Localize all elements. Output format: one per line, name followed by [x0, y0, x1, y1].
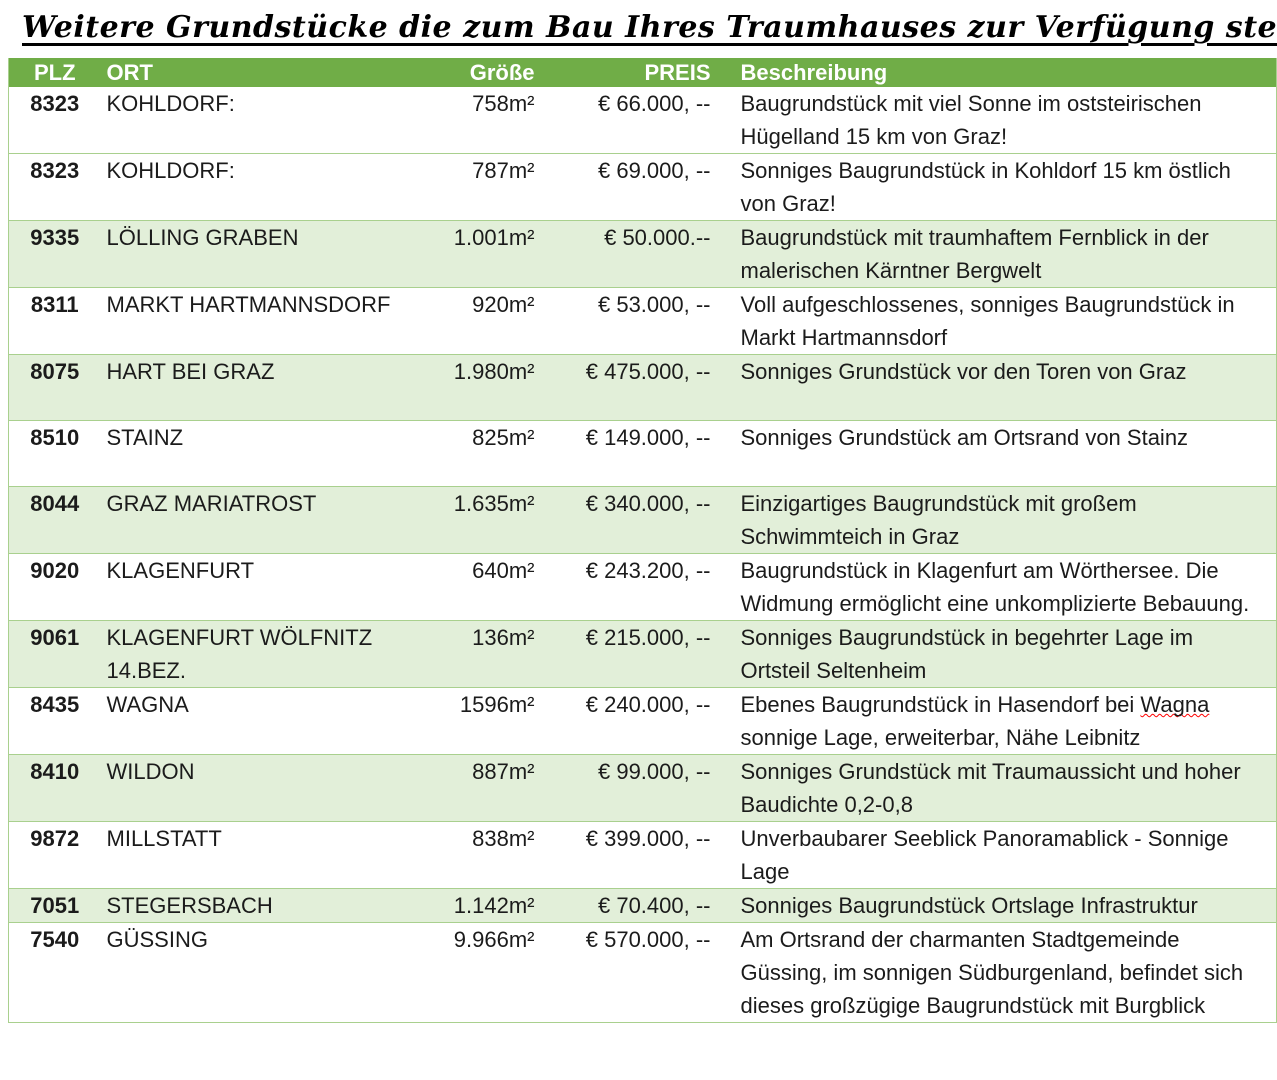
cell-beschreibung: Baugrundstück mit traumhaftem Fernblick … — [722, 220, 1277, 288]
cell-preis: € 69.000, -- — [540, 153, 723, 221]
cell-ort: KOHLDORF: — [100, 87, 419, 154]
spellcheck-underlined-word: Wagna — [1140, 692, 1210, 717]
table-row: 8323 KOHLDORF: 787m² € 69.000, -- Sonnig… — [8, 153, 1277, 221]
cell-plz: 9061 — [8, 620, 101, 688]
cell-groesse: 920m² — [418, 287, 541, 355]
table-row: 8323 KOHLDORF: 758m² € 66.000, -- Baugru… — [8, 87, 1277, 154]
cell-groesse: 825m² — [418, 420, 541, 487]
cell-plz: 9872 — [8, 821, 101, 889]
cell-beschreibung: Voll aufgeschlossenes, sonniges Baugrund… — [722, 287, 1277, 355]
cell-beschreibung: Sonniges Grundstück vor den Toren von Gr… — [722, 354, 1277, 421]
table-row: 8510 STAINZ 825m² € 149.000, -- Sonniges… — [8, 420, 1277, 487]
table-row: 9872 MILLSTATT 838m² € 399.000, -- Unver… — [8, 821, 1277, 889]
cell-beschreibung: Sonniges Baugrundstück Ortslage Infrastr… — [722, 888, 1277, 923]
table-row: 7540 GÜSSING 9.966m² € 570.000, -- Am Or… — [8, 922, 1277, 1023]
cell-groesse: 1.142m² — [418, 888, 541, 923]
cell-beschreibung: Sonniges Baugrundstück in begehrter Lage… — [722, 620, 1277, 688]
table-row: 8044 GRAZ MARIATROST 1.635m² € 340.000, … — [8, 486, 1277, 554]
cell-plz: 9020 — [8, 553, 101, 621]
listings-table: PLZ ORT Größe PREIS Beschreibung 8323 KO… — [8, 58, 1277, 1023]
cell-beschreibung: Am Ortsrand der charmanten Stadtgemeinde… — [722, 922, 1277, 1023]
cell-preis: € 99.000, -- — [540, 754, 723, 822]
cell-plz: 8075 — [8, 354, 101, 421]
cell-plz: 8044 — [8, 486, 101, 554]
page: Weitere Grundstücke die zum Bau Ihres Tr… — [8, 10, 1277, 1023]
cell-preis: € 53.000, -- — [540, 287, 723, 355]
cell-ort: STAINZ — [100, 420, 419, 487]
cell-groesse: 887m² — [418, 754, 541, 822]
cell-preis: € 149.000, -- — [540, 420, 723, 487]
cell-beschreibung: Sonniges Grundstück am Ortsrand von Stai… — [722, 420, 1277, 487]
cell-groesse: 1.001m² — [418, 220, 541, 288]
cell-beschreibung: Ebenes Baugrundstück in Hasendorf bei Wa… — [722, 687, 1277, 755]
cell-preis: € 340.000, -- — [540, 486, 723, 554]
cell-groesse: 787m² — [418, 153, 541, 221]
cell-ort: HART BEI GRAZ — [100, 354, 419, 421]
cell-plz: 7540 — [8, 922, 101, 1023]
header-cell-plz: PLZ — [8, 58, 101, 87]
cell-plz: 8323 — [8, 153, 101, 221]
page-title: Weitere Grundstücke die zum Bau Ihres Tr… — [22, 10, 1277, 45]
cell-plz: 8311 — [8, 287, 101, 355]
cell-ort: STEGERSBACH — [100, 888, 419, 923]
cell-beschreibung: Sonniges Baugrundstück in Kohldorf 15 km… — [722, 153, 1277, 221]
cell-preis: € 570.000, -- — [540, 922, 723, 1023]
header-row: PLZ ORT Größe PREIS Beschreibung — [8, 58, 1277, 87]
table-row: 8311 MARKT HARTMANNSDORF 920m² € 53.000,… — [8, 287, 1277, 355]
cell-ort: KLAGENFURT — [100, 553, 419, 621]
cell-groesse: 9.966m² — [418, 922, 541, 1023]
cell-groesse: 758m² — [418, 87, 541, 154]
cell-plz: 7051 — [8, 888, 101, 923]
cell-plz: 8510 — [8, 420, 101, 487]
cell-preis: € 475.000, -- — [540, 354, 723, 421]
table-row: 9020 KLAGENFURT 640m² € 243.200, -- Baug… — [8, 553, 1277, 621]
cell-preis: € 399.000, -- — [540, 821, 723, 889]
cell-plz: 8410 — [8, 754, 101, 822]
table-header: PLZ ORT Größe PREIS Beschreibung — [8, 58, 1277, 87]
cell-beschreibung: Unverbaubarer Seeblick Panoramablick - S… — [722, 821, 1277, 889]
cell-plz: 8323 — [8, 87, 101, 154]
header-cell-groesse: Größe — [418, 58, 541, 87]
cell-groesse: 1.980m² — [418, 354, 541, 421]
cell-ort: MILLSTATT — [100, 821, 419, 889]
header-cell-preis: PREIS — [540, 58, 723, 87]
cell-beschreibung: Sonniges Grundstück mit Traumaussicht un… — [722, 754, 1277, 822]
header-cell-ort: ORT — [100, 58, 419, 87]
cell-ort: WAGNA — [100, 687, 419, 755]
table-row: 9335 LÖLLING GRABEN 1.001m² € 50.000.-- … — [8, 220, 1277, 288]
table-row: 9061 KLAGENFURT WÖLFNITZ 14.BEZ. 136m² €… — [8, 620, 1277, 688]
cell-plz: 9335 — [8, 220, 101, 288]
cell-ort: GÜSSING — [100, 922, 419, 1023]
cell-preis: € 66.000, -- — [540, 87, 723, 154]
header-cell-beschreibung: Beschreibung — [722, 58, 1277, 87]
cell-ort: GRAZ MARIATROST — [100, 486, 419, 554]
cell-ort: KOHLDORF: — [100, 153, 419, 221]
cell-groesse: 640m² — [418, 553, 541, 621]
table-row: 8075 HART BEI GRAZ 1.980m² € 475.000, --… — [8, 354, 1277, 421]
cell-groesse: 1596m² — [418, 687, 541, 755]
table-row: 7051 STEGERSBACH 1.142m² € 70.400, -- So… — [8, 888, 1277, 923]
cell-ort: WILDON — [100, 754, 419, 822]
cell-beschreibung: Baugrundstück mit viel Sonne im oststeir… — [722, 87, 1277, 154]
cell-ort: MARKT HARTMANNSDORF — [100, 287, 419, 355]
table-row: 8435 WAGNA 1596m² € 240.000, -- Ebenes B… — [8, 687, 1277, 755]
cell-beschreibung: Baugrundstück in Klagenfurt am Wörtherse… — [722, 553, 1277, 621]
cell-preis: € 215.000, -- — [540, 620, 723, 688]
cell-preis: € 70.400, -- — [540, 888, 723, 923]
table-body: 8323 KOHLDORF: 758m² € 66.000, -- Baugru… — [8, 87, 1277, 1023]
cell-groesse: 1.635m² — [418, 486, 541, 554]
cell-groesse: 838m² — [418, 821, 541, 889]
cell-groesse: 136m² — [418, 620, 541, 688]
cell-beschreibung: Einzigartiges Baugrundstück mit großem S… — [722, 486, 1277, 554]
cell-ort: LÖLLING GRABEN — [100, 220, 419, 288]
cell-preis: € 240.000, -- — [540, 687, 723, 755]
table-row: 8410 WILDON 887m² € 99.000, -- Sonniges … — [8, 754, 1277, 822]
cell-plz: 8435 — [8, 687, 101, 755]
cell-preis: € 50.000.-- — [540, 220, 723, 288]
cell-ort: KLAGENFURT WÖLFNITZ 14.BEZ. — [100, 620, 419, 688]
cell-preis: € 243.200, -- — [540, 553, 723, 621]
